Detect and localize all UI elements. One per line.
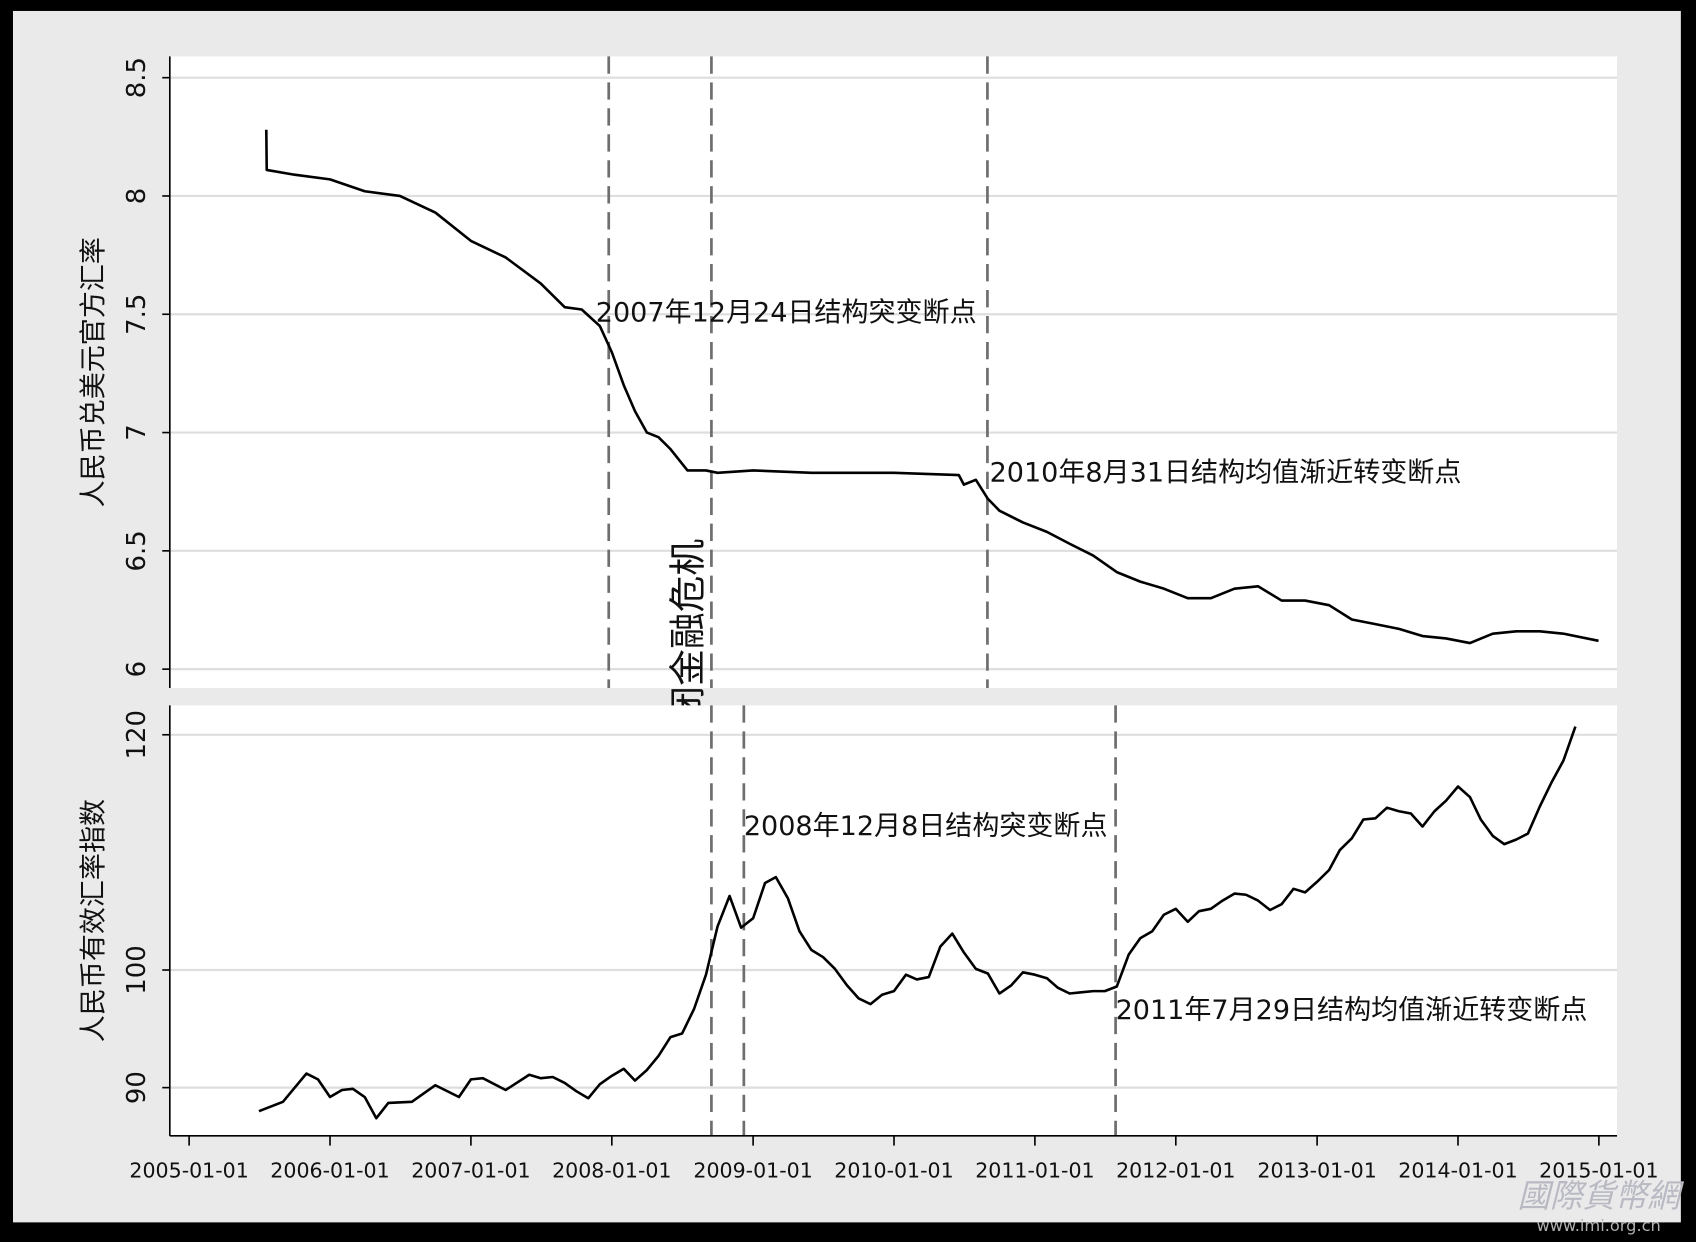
annotation: 2010年8月31日结构均值渐近转变断点: [990, 457, 1462, 488]
line-series: [258, 726, 1577, 1120]
x-tick-label: 2015-01-01: [1539, 1159, 1658, 1183]
x-tick-label: 2011-01-01: [975, 1159, 1094, 1183]
line-series: [265, 129, 1599, 645]
x-tick-label: 2013-01-01: [1257, 1159, 1376, 1183]
x-tick-label: 2010-01-01: [834, 1159, 953, 1183]
annotation: 2011年7月29日结构均值渐近转变断点: [1116, 995, 1588, 1026]
y-tick-label: 120: [122, 710, 152, 760]
watermark-url: www.imi.org.cn: [1536, 1216, 1660, 1235]
y-tick-label: 90: [122, 1071, 152, 1104]
y-tick-label: 100: [122, 945, 152, 995]
y-tick-label: 8.5: [122, 57, 152, 98]
y-tick-label: 8: [122, 188, 152, 205]
watermark-title: 國際貨幣網: [1518, 1177, 1685, 1215]
y-tick-label: 6: [122, 661, 152, 678]
x-tick-label: 2007-01-01: [411, 1159, 530, 1183]
x-tick-label: 2008-01-01: [552, 1159, 671, 1183]
y-tick-label: 7: [122, 424, 152, 441]
x-tick-label: 2012-01-01: [1116, 1159, 1235, 1183]
plot-area: [169, 56, 1618, 689]
plot-area: [169, 705, 1618, 1136]
x-tick-label: 2009-01-01: [693, 1159, 812, 1183]
annotation: 2007年12月24日结构突变断点: [596, 297, 977, 328]
y-axis-label: 人民币有效汇率指数: [79, 799, 110, 1042]
y-tick-label: 7.5: [122, 294, 152, 335]
y-tick-label: 6.5: [122, 530, 152, 571]
y-axis-label: 人民币兑美元官方汇率: [79, 237, 110, 507]
x-tick-label: 2005-01-01: [129, 1159, 248, 1183]
x-tick-label: 2014-01-01: [1398, 1159, 1517, 1183]
annotation: 2008年12月8日结构突变断点: [744, 811, 1108, 842]
x-tick-label: 2006-01-01: [270, 1159, 389, 1183]
